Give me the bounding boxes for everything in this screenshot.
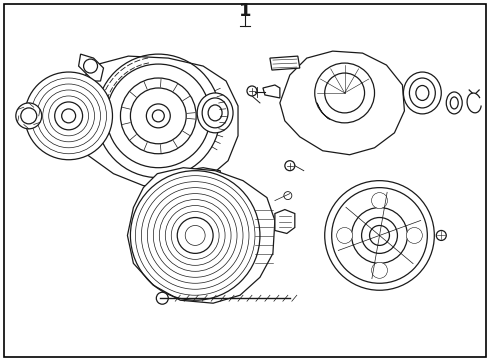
- Ellipse shape: [403, 72, 441, 114]
- Polygon shape: [280, 51, 404, 155]
- Circle shape: [84, 59, 98, 73]
- Circle shape: [25, 72, 113, 160]
- Circle shape: [337, 228, 353, 243]
- Polygon shape: [78, 54, 103, 81]
- Ellipse shape: [197, 93, 233, 133]
- Polygon shape: [270, 56, 300, 70]
- Polygon shape: [74, 56, 238, 188]
- Circle shape: [156, 292, 168, 304]
- Circle shape: [371, 193, 388, 208]
- Polygon shape: [173, 168, 223, 194]
- Circle shape: [16, 103, 42, 129]
- Circle shape: [436, 230, 446, 240]
- Polygon shape: [263, 85, 280, 98]
- Circle shape: [325, 181, 434, 290]
- Circle shape: [192, 173, 208, 189]
- Polygon shape: [127, 168, 275, 303]
- Text: 1: 1: [239, 2, 251, 20]
- Ellipse shape: [446, 92, 462, 114]
- Circle shape: [147, 104, 170, 128]
- Circle shape: [406, 228, 422, 243]
- Circle shape: [285, 161, 295, 171]
- Circle shape: [371, 262, 388, 278]
- Circle shape: [284, 192, 292, 199]
- Circle shape: [247, 86, 257, 96]
- Polygon shape: [275, 210, 295, 233]
